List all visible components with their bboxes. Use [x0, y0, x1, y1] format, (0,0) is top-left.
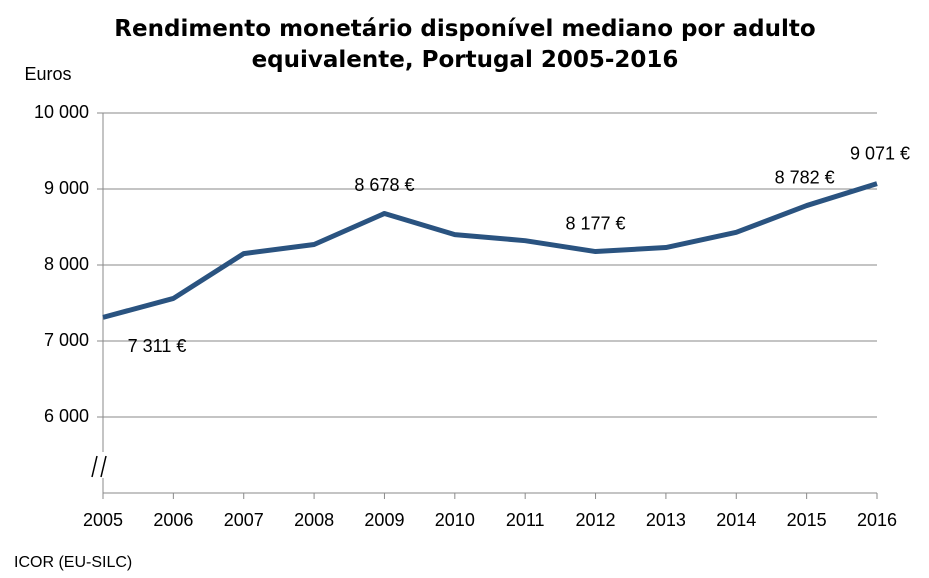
source: ICOR (EU-SILC) [14, 554, 132, 571]
x-tick-label: 2006 [153, 510, 193, 530]
data-line [102, 181, 878, 320]
x-tick-label: 2013 [646, 510, 686, 530]
x-tick-label: 2007 [224, 510, 264, 530]
data-label: 8 177 € [566, 213, 626, 233]
y-tick-label: 10 000 [34, 102, 89, 122]
chart-title: Rendimento monetário disponível mediano … [114, 16, 816, 73]
y-tick-label: 8 000 [44, 254, 89, 274]
x-tick-label: 2016 [857, 510, 897, 530]
y-tick-label: 9 000 [44, 178, 89, 198]
data-label: 8 678 € [354, 175, 414, 195]
y-axis-label: Euros [24, 64, 71, 84]
data-label: 8 782 € [775, 167, 835, 187]
x-tick-label: 2009 [364, 510, 404, 530]
y-tick-label: 6 000 [44, 406, 89, 426]
x-tick-label: 2014 [716, 510, 756, 530]
data-label: 7 311 € [128, 336, 187, 356]
data-label: 9 071 € [850, 143, 910, 163]
x-tick-label: 2015 [787, 510, 827, 530]
x-tick-label: 2011 [506, 510, 545, 530]
x-tick-label: 2005 [83, 510, 123, 530]
x-tick-label: 2008 [294, 510, 334, 530]
x-tick-label: 2012 [576, 510, 616, 530]
axis-break-mask [88, 452, 112, 478]
x-tick-label: 2010 [435, 510, 475, 530]
axis-break [100, 455, 107, 478]
y-tick-label: 7 000 [44, 330, 89, 350]
axis-break [91, 455, 98, 478]
